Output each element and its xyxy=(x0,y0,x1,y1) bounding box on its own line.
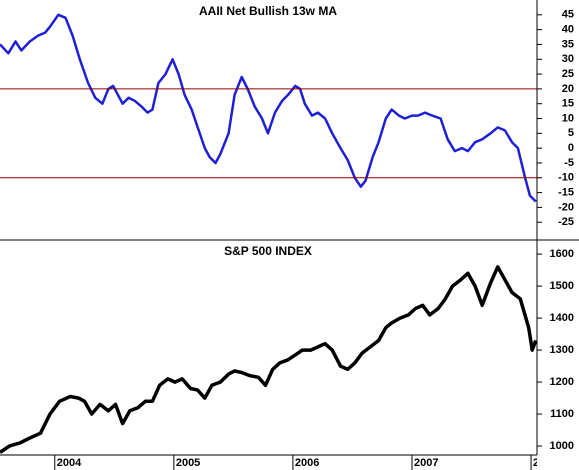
plot-area xyxy=(0,13,537,203)
y-tick-label: 10 xyxy=(562,112,574,124)
plot-area: 2004 2005 2006 2007 20 xyxy=(0,265,545,469)
data-line xyxy=(0,13,537,203)
y-tick-label: 1600 xyxy=(550,248,574,260)
y-tick-label: -25 xyxy=(558,216,574,228)
y-tick-label: 0 xyxy=(568,142,574,154)
x-tick-label: 2004 xyxy=(57,457,82,469)
y-tick-label: 45 xyxy=(562,9,574,21)
y-tick-label: 35 xyxy=(562,38,574,50)
y-tick-label: -5 xyxy=(564,157,574,169)
y-tick-label: 30 xyxy=(562,53,574,65)
y-tick-label: 25 xyxy=(562,68,574,80)
y-tick-label: 1300 xyxy=(550,344,574,356)
y-tick-label: -20 xyxy=(558,201,574,213)
y-tick-label: 1100 xyxy=(550,408,574,420)
y-tick-label: 1200 xyxy=(550,376,574,388)
x-tick-label: 2005 xyxy=(176,457,200,469)
y-tick-label: -10 xyxy=(558,172,574,184)
y-tick-label: 1400 xyxy=(550,312,574,324)
y-tick-label: 40 xyxy=(562,24,574,36)
y-tick-label: 5 xyxy=(568,127,574,139)
y-tick-label: 20 xyxy=(562,83,574,95)
panel-title: AAII Net Bullish 13w MA xyxy=(199,4,337,18)
data-line xyxy=(0,265,537,454)
y-tick-label: 15 xyxy=(562,98,574,110)
y-tick-label: -15 xyxy=(558,186,574,198)
x-tick-label: 2006 xyxy=(295,457,319,469)
x-tick-label: 20 xyxy=(533,457,545,469)
panel-title: S&P 500 INDEX xyxy=(224,244,312,258)
y-tick-label: 1000 xyxy=(550,440,574,452)
x-tick-label: 2007 xyxy=(414,457,438,469)
y-tick-label: 1500 xyxy=(550,280,574,292)
